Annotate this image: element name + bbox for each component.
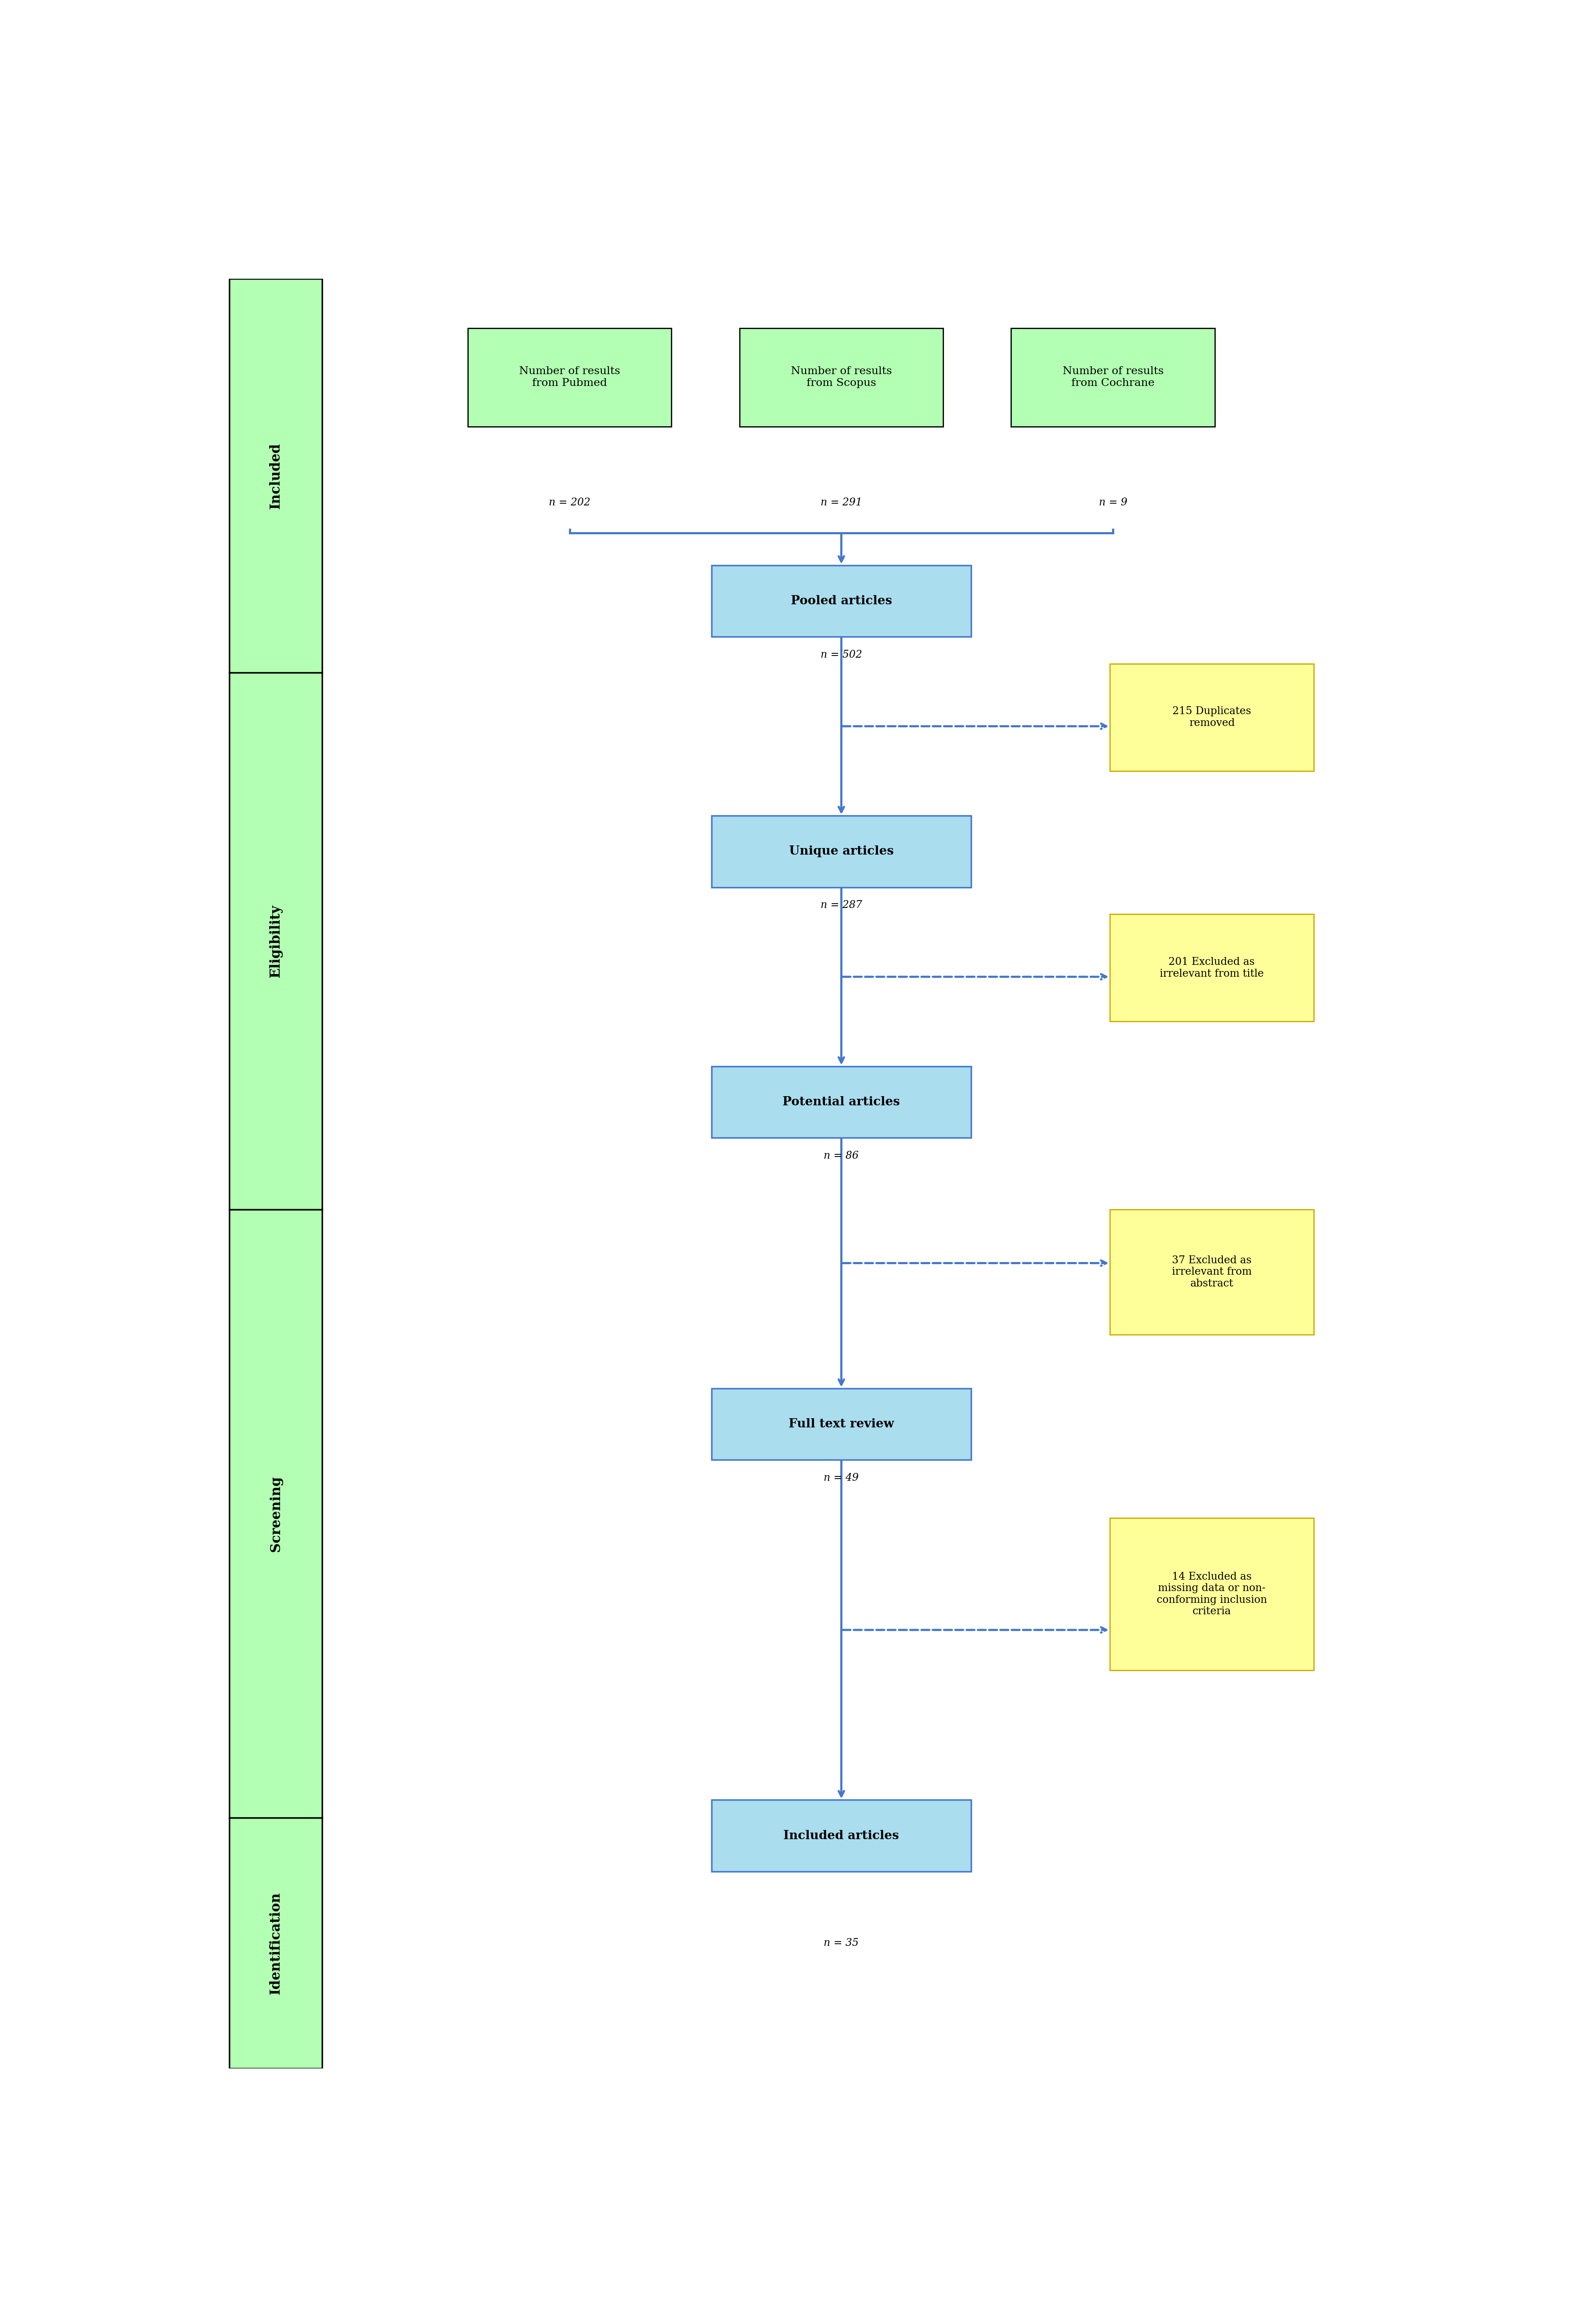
FancyBboxPatch shape (712, 1067, 970, 1139)
Text: n = 49: n = 49 (824, 1473, 859, 1483)
Text: n = 35: n = 35 (824, 1938, 859, 1948)
FancyBboxPatch shape (712, 565, 970, 637)
FancyBboxPatch shape (712, 816, 970, 888)
FancyBboxPatch shape (1110, 1518, 1313, 1671)
FancyBboxPatch shape (229, 672, 322, 1208)
Text: Full text review: Full text review (789, 1418, 894, 1429)
FancyBboxPatch shape (229, 1817, 322, 2068)
Text: 14 Excluded as
missing data or non-
conforming inclusion
criteria: 14 Excluded as missing data or non- conf… (1157, 1571, 1266, 1618)
Text: Number of results
from Cochrane: Number of results from Cochrane (1063, 367, 1163, 388)
FancyBboxPatch shape (1012, 328, 1214, 428)
Text: Number of results
from Pubmed: Number of results from Pubmed (519, 367, 620, 388)
Text: n = 9: n = 9 (1099, 497, 1126, 507)
Text: Unique articles: Unique articles (789, 846, 894, 858)
Text: Eligibility: Eligibility (269, 904, 282, 978)
Text: n = 287: n = 287 (820, 899, 862, 911)
Text: Number of results
from Scopus: Number of results from Scopus (790, 367, 892, 388)
FancyBboxPatch shape (229, 279, 322, 672)
FancyBboxPatch shape (1110, 665, 1313, 772)
FancyBboxPatch shape (468, 328, 671, 428)
FancyBboxPatch shape (712, 1387, 970, 1459)
Text: Identification: Identification (269, 1892, 282, 1994)
Text: n = 502: n = 502 (820, 651, 862, 660)
Text: n = 86: n = 86 (824, 1150, 859, 1160)
Text: 37 Excluded as
irrelevant from
abstract: 37 Excluded as irrelevant from abstract (1171, 1255, 1252, 1290)
Text: Included articles: Included articles (784, 1829, 898, 1841)
Text: Pooled articles: Pooled articles (790, 595, 892, 607)
FancyBboxPatch shape (1110, 913, 1313, 1023)
Text: Potential articles: Potential articles (782, 1097, 900, 1109)
Text: n = 291: n = 291 (820, 497, 862, 507)
Text: Screening: Screening (269, 1476, 282, 1552)
Text: n = 202: n = 202 (548, 497, 591, 507)
FancyBboxPatch shape (1110, 1208, 1313, 1334)
Text: Included: Included (269, 442, 282, 509)
FancyBboxPatch shape (712, 1799, 970, 1871)
FancyBboxPatch shape (739, 328, 943, 428)
FancyBboxPatch shape (229, 1208, 322, 1817)
Text: 201 Excluded as
irrelevant from title: 201 Excluded as irrelevant from title (1160, 957, 1263, 978)
Text: 215 Duplicates
removed: 215 Duplicates removed (1172, 706, 1251, 727)
